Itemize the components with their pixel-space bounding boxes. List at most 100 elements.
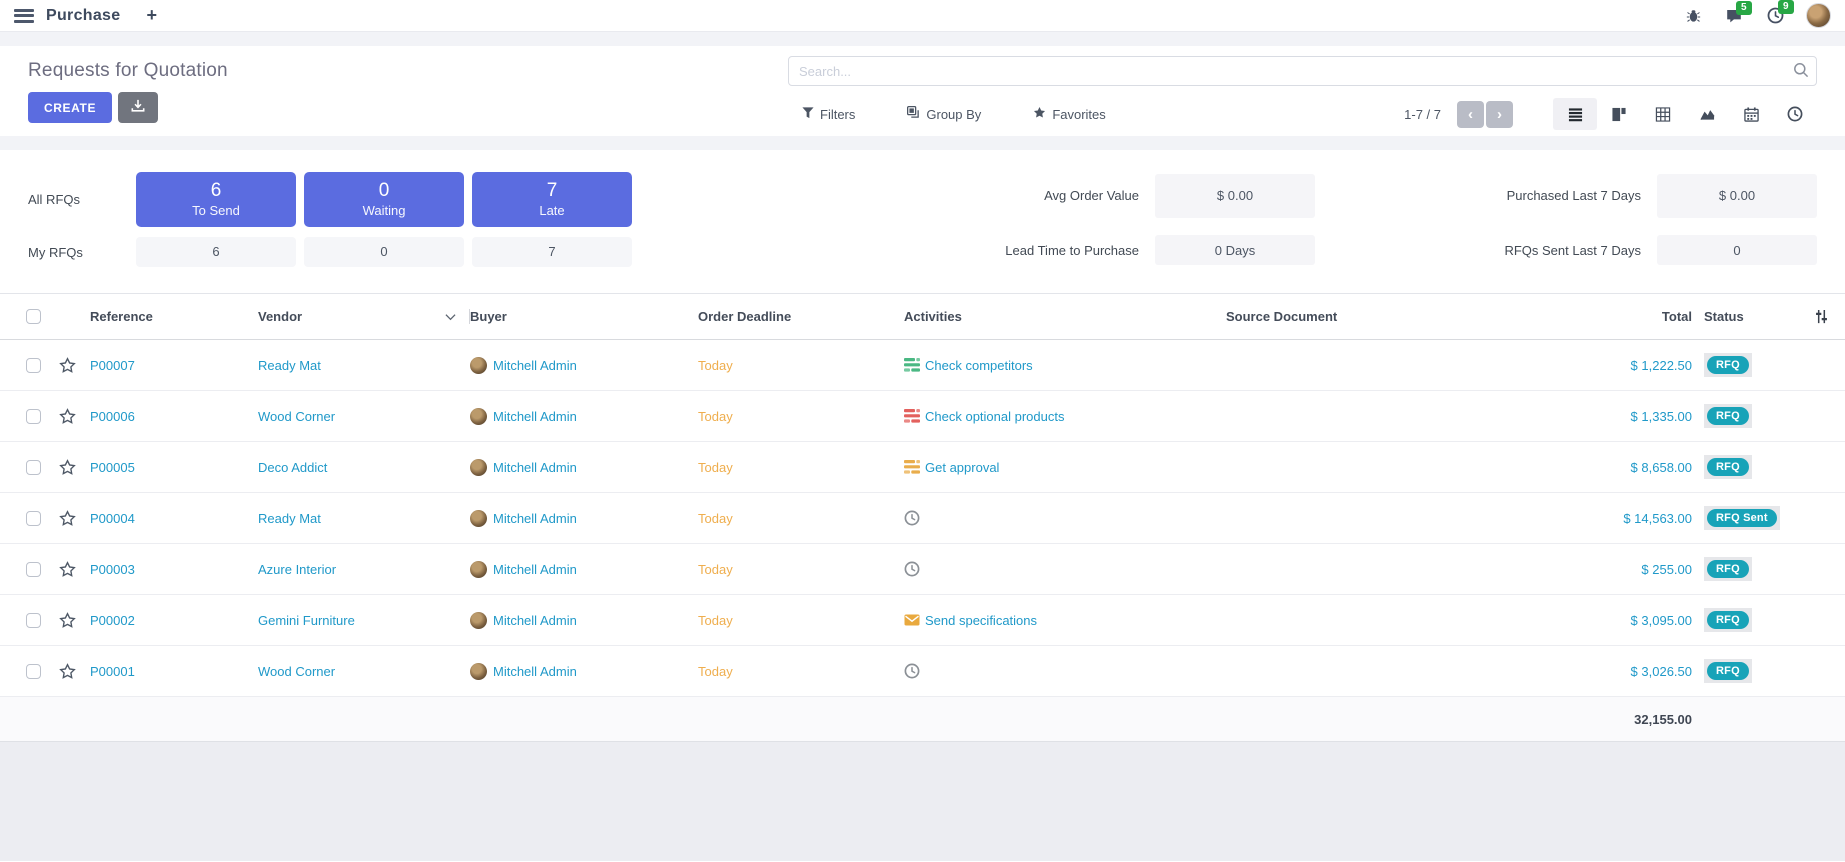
create-button[interactable]: CREATE [28,92,113,123]
rfq-reference-link[interactable]: P00007 [90,357,135,373]
group-by-button[interactable]: Group By [907,105,981,122]
favorite-star-icon[interactable] [58,509,76,527]
rfq-table-body: P00007 Ready Mat Mitchell Admin Today Ch… [0,340,1845,697]
column-header-source-document[interactable]: Source Document [1226,309,1338,324]
my-late-button[interactable]: 7 [472,237,632,267]
vendor-name[interactable]: Wood Corner [258,663,336,679]
column-header-total[interactable]: Total [1661,309,1692,324]
favorite-star-icon[interactable] [58,560,76,578]
pager-next-button[interactable]: › [1486,100,1513,128]
row-checkbox[interactable] [26,612,41,628]
activity-type-icon[interactable] [904,408,920,424]
buyer-name[interactable]: Mitchell Admin [493,510,577,526]
rfq-reference-link[interactable]: P00001 [90,663,135,679]
view-kanban-icon[interactable] [1597,98,1641,130]
row-checkbox[interactable] [26,408,41,424]
vendor-name[interactable]: Azure Interior [258,561,337,577]
table-row[interactable]: P00004 Ready Mat Mitchell Admin Today $ … [0,493,1845,544]
buyer-name[interactable]: Mitchell Admin [493,663,577,679]
column-header-reference[interactable]: Reference [90,309,153,324]
rfq-reference-link[interactable]: P00004 [90,510,135,526]
order-deadline: Today [698,510,733,526]
column-header-vendor[interactable]: Vendor [258,309,470,324]
view-calendar-icon[interactable] [1729,98,1773,130]
optional-columns-icon[interactable] [1814,309,1829,324]
rfq-reference-link[interactable]: P00005 [90,459,135,475]
my-to-send-button[interactable]: 6 [136,237,296,267]
messages-icon[interactable]: 5 [1725,0,1752,24]
user-avatar[interactable] [1806,3,1831,28]
favorite-star-icon[interactable] [58,662,76,680]
row-checkbox[interactable] [26,663,41,679]
my-waiting-button[interactable]: 0 [304,237,464,267]
vendor-name[interactable]: Gemini Furniture [258,612,355,628]
favorite-star-icon[interactable] [58,356,76,374]
table-row[interactable]: P00007 Ready Mat Mitchell Admin Today Ch… [0,340,1845,391]
stat-waiting-button[interactable]: 0 Waiting [304,172,464,227]
activity-label[interactable]: Send specifications [925,612,1038,628]
apps-menu-icon[interactable] [14,8,34,23]
chevron-down-icon[interactable] [445,309,456,324]
view-pivot-icon[interactable] [1641,98,1685,130]
order-deadline: Today [698,459,733,475]
activity-label[interactable]: Check optional products [925,408,1065,424]
column-header-order-deadline[interactable]: Order Deadline [698,309,792,324]
new-tab-icon[interactable]: + [146,5,157,25]
favorite-star-icon[interactable] [58,407,76,425]
buyer-name[interactable]: Mitchell Admin [493,612,577,628]
column-header-buyer[interactable]: Buyer [470,309,507,324]
buyer-name[interactable]: Mitchell Admin [493,561,577,577]
row-checkbox[interactable] [26,459,41,475]
filters-button[interactable]: Filters [802,107,855,122]
activity-type-icon[interactable] [904,510,920,526]
vendor-name[interactable]: Ready Mat [258,510,321,526]
rfq-reference-link[interactable]: P00006 [90,408,135,424]
activity-label[interactable]: Check competitors [925,357,1033,373]
view-switcher [1553,98,1817,130]
page-title: Requests for Quotation [28,60,228,81]
vendor-name[interactable]: Deco Addict [258,459,328,475]
buyer-name[interactable]: Mitchell Admin [493,459,577,475]
rfq-reference-link[interactable]: P00002 [90,612,135,628]
buyer-name[interactable]: Mitchell Admin [493,408,577,424]
row-checkbox[interactable] [26,357,41,373]
select-all-checkbox[interactable] [26,309,41,324]
rfq-reference-link[interactable]: P00003 [90,561,135,577]
table-row[interactable]: P00003 Azure Interior Mitchell Admin Tod… [0,544,1845,595]
row-checkbox[interactable] [26,510,41,526]
vendor-name[interactable]: Ready Mat [258,357,321,373]
column-header-activities[interactable]: Activities [904,309,962,324]
view-graph-icon[interactable] [1685,98,1729,130]
activity-type-icon[interactable] [904,561,920,577]
search-icon[interactable] [1793,62,1809,81]
activity-type-icon[interactable] [904,357,920,373]
favorite-star-icon[interactable] [58,458,76,476]
column-header-status[interactable]: Status [1704,309,1744,324]
export-button[interactable] [118,92,159,123]
current-app-title[interactable]: Purchase [46,6,121,24]
table-row[interactable]: P00002 Gemini Furniture Mitchell Admin T… [0,595,1845,646]
favorites-button[interactable]: Favorites [1033,106,1106,122]
table-row[interactable]: P00005 Deco Addict Mitchell Admin Today … [0,442,1845,493]
debug-bug-icon[interactable] [1686,8,1701,23]
activity-type-icon[interactable] [904,663,920,679]
favorite-star-icon[interactable] [58,611,76,629]
activity-type-icon[interactable] [904,459,920,475]
activity-type-icon[interactable] [904,612,920,628]
view-activity-icon[interactable] [1773,98,1817,130]
table-row[interactable]: P00001 Wood Corner Mitchell Admin Today … [0,646,1845,697]
view-list-icon[interactable] [1553,98,1597,130]
activities-clock-icon[interactable]: 9 [1767,0,1794,24]
buyer-name[interactable]: Mitchell Admin [493,357,577,373]
activities-count-badge: 9 [1778,0,1794,14]
stat-late-button[interactable]: 7 Late [472,172,632,227]
stat-to-send-button[interactable]: 6 To Send [136,172,296,227]
vendor-name[interactable]: Wood Corner [258,408,336,424]
search-input[interactable] [788,56,1817,86]
row-checkbox[interactable] [26,561,41,577]
activity-label[interactable]: Get approval [925,459,1000,475]
total-amount: $ 255.00 [1641,561,1692,577]
pager-previous-button[interactable]: ‹ [1457,100,1484,128]
rfqs-sent-last-7-days-label: RFQs Sent Last 7 Days [1504,242,1641,258]
table-row[interactable]: P00006 Wood Corner Mitchell Admin Today … [0,391,1845,442]
